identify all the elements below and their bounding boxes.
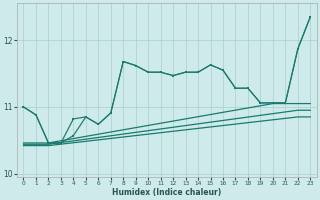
X-axis label: Humidex (Indice chaleur): Humidex (Indice chaleur) <box>112 188 221 197</box>
